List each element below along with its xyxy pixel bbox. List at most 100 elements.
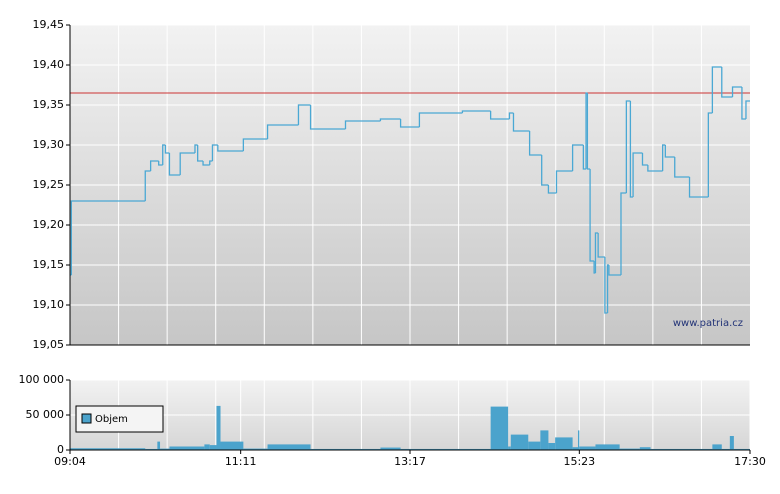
volume-bar — [267, 444, 311, 450]
volume-bar — [650, 448, 713, 450]
volume-bar — [157, 441, 161, 450]
price-step — [707, 112, 713, 197]
price-step — [179, 152, 195, 175]
volume-bar — [70, 448, 146, 450]
price-step — [688, 177, 709, 198]
volume-bar — [400, 448, 491, 450]
volume-bar — [619, 448, 640, 450]
price-step — [266, 124, 299, 139]
price-step — [608, 265, 621, 276]
volume-bar — [508, 446, 511, 450]
volume-bar — [510, 434, 529, 450]
volume-bar — [548, 443, 556, 450]
price-step — [197, 145, 204, 162]
volume-bar — [540, 430, 549, 450]
volume-bar — [145, 448, 158, 450]
y-tick-label: 19,40 — [33, 58, 65, 71]
legend-swatch — [81, 413, 92, 424]
x-tick-label: 17:30 — [734, 455, 766, 468]
price-step — [625, 100, 631, 193]
y-tick-label: 19,20 — [33, 218, 65, 231]
volume-bar — [595, 444, 620, 450]
volume-bar — [639, 447, 651, 450]
volume-bar — [209, 445, 217, 450]
price-step — [379, 118, 401, 121]
volume-bar — [577, 430, 580, 450]
y-tick-label: 19,10 — [33, 298, 65, 311]
price-step — [571, 144, 584, 171]
price-step — [162, 144, 166, 165]
y-tick-label: 19,05 — [33, 338, 65, 351]
y-tick-label: 19,30 — [33, 138, 65, 151]
price-step — [309, 105, 346, 130]
price-step — [541, 155, 549, 186]
price-step — [144, 170, 151, 201]
volume-bar — [243, 448, 268, 450]
price-step — [661, 144, 666, 171]
volume-bar — [220, 441, 244, 450]
price-step — [741, 87, 746, 120]
price-step — [629, 101, 634, 198]
price-step — [647, 165, 663, 172]
y-tick-label: 0 — [57, 443, 64, 456]
volume-bar — [380, 447, 401, 450]
volume-bar — [579, 446, 596, 450]
y-tick-label: 50 000 — [26, 408, 65, 421]
price-step — [217, 145, 244, 152]
price-step — [632, 152, 643, 197]
volume-bar — [729, 436, 734, 450]
volume-bar — [721, 448, 730, 450]
price-step — [597, 233, 605, 258]
volume-bar — [572, 447, 578, 450]
y-tick-label: 19,25 — [33, 178, 65, 191]
price-step — [731, 86, 742, 97]
volume-bar — [160, 448, 170, 450]
price-step — [209, 160, 213, 165]
price-step — [399, 119, 420, 128]
x-tick-label: 09:04 — [54, 455, 86, 468]
volume-bar — [712, 444, 722, 450]
price-step — [202, 161, 210, 166]
volume-bar — [169, 446, 205, 450]
price-step — [158, 161, 163, 166]
price-step — [461, 110, 491, 113]
price-step — [194, 144, 198, 153]
y-tick-label: 19,35 — [33, 98, 65, 111]
y-tick-label: 100 000 — [19, 373, 65, 386]
price-step — [344, 120, 381, 129]
volume-bar — [555, 437, 573, 450]
watermark: www.patria.cz — [673, 318, 743, 329]
x-tick-label: 15:23 — [563, 455, 595, 468]
x-tick-label: 13:17 — [394, 455, 426, 468]
price-step — [149, 160, 159, 171]
price-step — [168, 153, 181, 176]
price-step — [641, 153, 648, 166]
volume-bar — [204, 444, 210, 450]
volume-bar — [490, 406, 509, 450]
price-step — [512, 113, 530, 132]
legend-label: Objem — [95, 414, 128, 425]
y-tick-label: 19,15 — [33, 258, 65, 271]
price-step — [586, 93, 591, 170]
price-step — [489, 111, 510, 120]
volume-bar — [528, 441, 541, 450]
volume-bar — [216, 405, 221, 450]
price-step — [297, 104, 311, 125]
price-step — [508, 112, 514, 119]
price-step — [721, 67, 733, 98]
y-tick-label: 19,45 — [33, 18, 65, 31]
x-tick-label: 11:11 — [225, 455, 257, 468]
price-step — [664, 145, 675, 158]
volume-bar — [310, 448, 381, 450]
price-step — [211, 144, 218, 161]
price-step — [589, 169, 595, 262]
price-step — [528, 131, 542, 156]
price-step — [745, 100, 750, 119]
price-step — [604, 257, 608, 314]
price-step — [620, 192, 627, 275]
price-step — [242, 138, 268, 151]
price-step — [711, 66, 722, 113]
price-step — [70, 200, 146, 275]
price-step — [164, 145, 170, 154]
